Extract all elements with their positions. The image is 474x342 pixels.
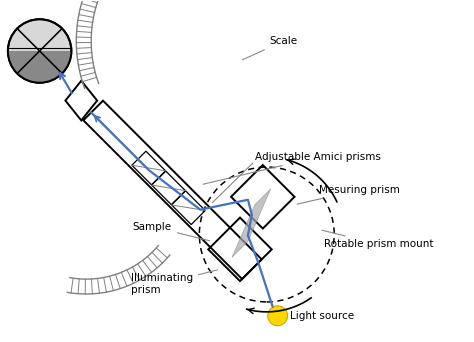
Wedge shape (8, 51, 72, 83)
Text: Sample: Sample (133, 222, 210, 241)
Text: Mesuring prism: Mesuring prism (297, 185, 400, 204)
Circle shape (8, 19, 72, 83)
Text: Adjustable Amici prisms: Adjustable Amici prisms (203, 152, 381, 184)
Polygon shape (232, 189, 271, 257)
Text: Rotable prism mount: Rotable prism mount (322, 230, 434, 249)
Text: Illuminating
prism: Illuminating prism (131, 270, 218, 295)
Circle shape (268, 306, 288, 326)
Text: Scale: Scale (243, 36, 298, 60)
Text: Light source: Light source (290, 311, 354, 321)
